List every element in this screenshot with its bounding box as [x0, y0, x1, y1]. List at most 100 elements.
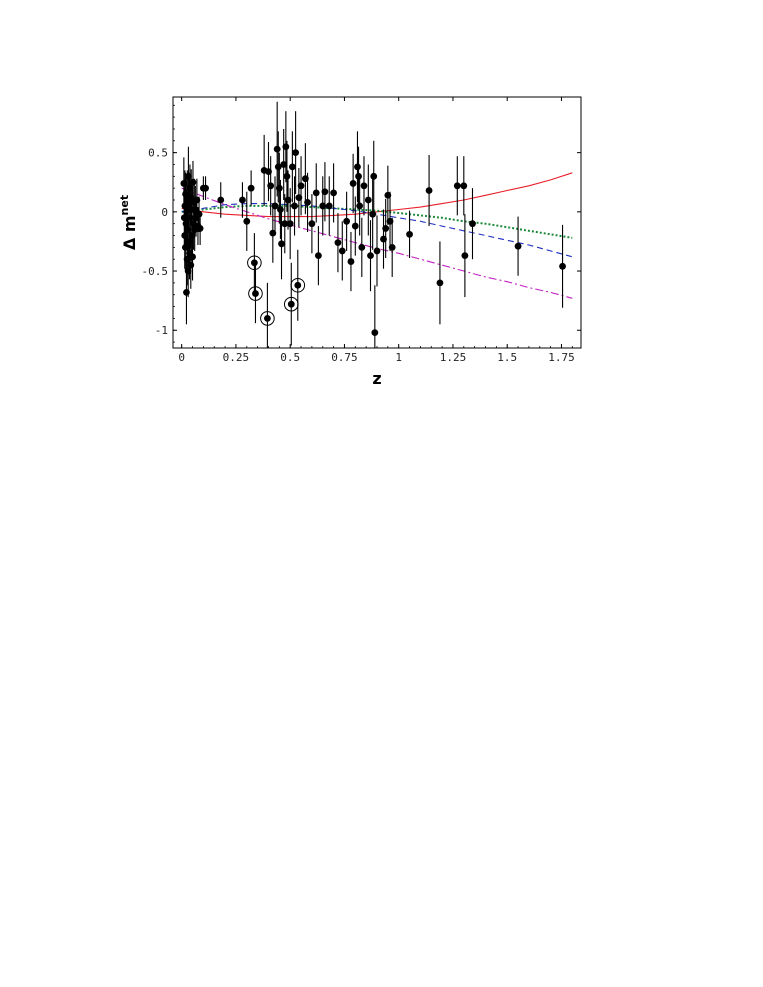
data-point	[338, 221, 346, 281]
point-marker	[330, 189, 337, 197]
outlier-circle	[290, 277, 306, 293]
point-marker	[406, 230, 413, 238]
data-point	[304, 172, 311, 232]
data-point	[290, 249, 306, 321]
y-axis-label: Δ mnet	[118, 195, 139, 250]
point-marker	[388, 243, 396, 251]
data-point	[247, 170, 255, 206]
data-point	[356, 176, 364, 236]
x-tick-label: 0	[178, 351, 185, 364]
point-marker	[453, 182, 461, 190]
point-marker	[469, 220, 476, 228]
point-marker	[189, 253, 196, 261]
data-point	[217, 182, 225, 218]
point-marker	[278, 240, 285, 248]
data-point	[364, 164, 372, 236]
point-marker	[360, 182, 368, 190]
y-tick-label: -1	[155, 324, 168, 337]
point-marker	[274, 163, 282, 171]
x-tick-label: 1	[395, 351, 402, 364]
point-marker	[267, 182, 275, 190]
point-marker	[514, 242, 522, 250]
data-point	[382, 198, 390, 259]
data-point	[273, 101, 281, 197]
point-marker	[308, 220, 316, 228]
data-point	[243, 191, 251, 251]
outlier-circle	[247, 255, 262, 271]
data-point	[308, 194, 316, 254]
data-point	[369, 178, 377, 250]
data-point	[286, 188, 294, 260]
data-point	[370, 140, 378, 212]
point-marker	[196, 225, 204, 232]
point-marker	[347, 258, 355, 265]
data-point	[282, 111, 290, 183]
data-point	[461, 214, 469, 298]
data-point	[371, 285, 379, 348]
data-point	[247, 233, 262, 293]
point-marker	[286, 220, 294, 228]
data-point	[355, 146, 362, 206]
point-marker	[334, 239, 342, 247]
point-marker	[371, 329, 379, 337]
data-point	[292, 111, 300, 195]
data-point	[288, 131, 296, 203]
point-marker	[243, 217, 251, 225]
point-marker	[425, 187, 433, 194]
y-tick-label: 0.5	[148, 147, 168, 160]
point-marker	[252, 290, 259, 297]
data-point	[312, 163, 320, 223]
point-marker	[367, 252, 374, 260]
x-tick-label: 1.5	[497, 351, 517, 364]
data-point	[347, 231, 355, 292]
data-point	[373, 215, 381, 287]
point-marker	[288, 163, 296, 171]
point-marker	[283, 172, 291, 180]
point-marker	[351, 222, 359, 230]
point-marker	[436, 279, 444, 287]
point-marker	[264, 315, 271, 322]
data-point	[281, 194, 289, 254]
data-point	[315, 226, 322, 286]
point-marker	[370, 172, 378, 180]
data-point	[460, 156, 468, 216]
outlier-circle	[248, 286, 263, 301]
point-marker	[287, 300, 295, 308]
data-point	[469, 188, 476, 260]
data-point	[334, 213, 342, 273]
data-point	[453, 156, 461, 216]
data-point	[321, 162, 329, 222]
data-point	[330, 163, 337, 223]
point-marker	[271, 202, 279, 210]
data-point	[358, 217, 366, 277]
point-marker	[294, 281, 302, 289]
data-point	[360, 156, 368, 216]
outlier-circle	[260, 311, 275, 326]
data-point	[343, 191, 351, 251]
point-marker	[292, 149, 300, 157]
point-marker	[187, 261, 195, 269]
data-point	[196, 211, 204, 245]
point-marker	[559, 262, 566, 270]
x-axis-label: z	[372, 369, 381, 388]
point-marker	[355, 172, 362, 180]
data-point	[349, 153, 357, 214]
point-marker	[338, 247, 346, 255]
point-marker	[217, 196, 225, 204]
point-marker	[315, 252, 322, 260]
point-marker	[349, 180, 357, 187]
point-marker	[356, 202, 364, 210]
point-marker	[277, 206, 284, 213]
point-marker	[369, 210, 377, 218]
x-tick-label: 0.25	[223, 351, 250, 364]
point-marker	[275, 184, 283, 192]
point-marker	[304, 198, 311, 206]
point-marker	[282, 143, 290, 151]
point-marker	[202, 184, 209, 192]
point-marker	[461, 252, 469, 260]
data-point	[351, 196, 359, 256]
point-marker	[273, 145, 281, 153]
data-point	[277, 179, 284, 240]
data-point	[189, 233, 196, 281]
